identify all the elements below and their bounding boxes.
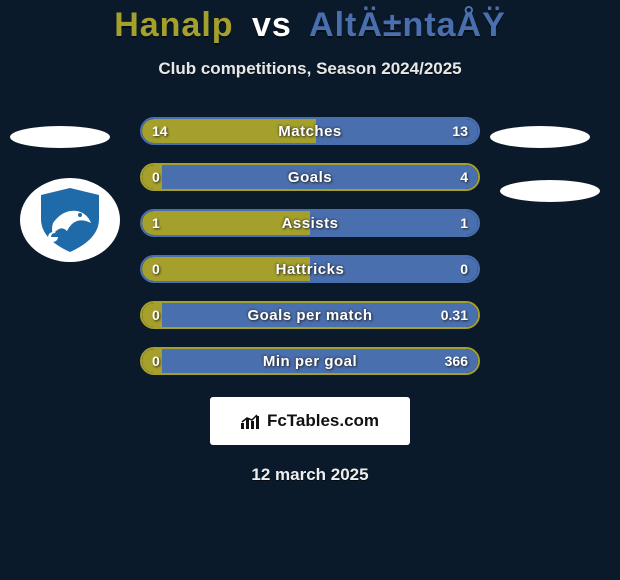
subtitle: Club competitions, Season 2024/2025 (158, 59, 461, 79)
team-logo-svg (33, 185, 107, 255)
stat-label: Hattricks (142, 257, 478, 281)
player2-name: AltÄ±ntaÅŸ (309, 6, 506, 44)
stat-value-left: 0 (152, 349, 160, 373)
stat-row: Matches14 13 (140, 117, 480, 145)
team-logo (20, 178, 120, 262)
stat-row: Min per goal0 366 (140, 347, 480, 375)
stat-value-left: 0 (152, 257, 160, 281)
date-label: 12 march 2025 (251, 465, 368, 485)
stat-row: Goals per match0 0.31 (140, 301, 480, 329)
page-title: Hanalp vs AltÄ±ntaÅŸ (114, 6, 506, 45)
right-avatar-placeholder-2 (500, 180, 600, 202)
stat-value-right: 0.31 (441, 303, 468, 327)
stat-row: Hattricks0 0 (140, 255, 480, 283)
stat-value-left: 14 (152, 119, 168, 143)
stat-label: Matches (142, 119, 478, 143)
right-avatar-placeholder (490, 126, 590, 148)
stat-value-right: 366 (445, 349, 468, 373)
stat-value-right: 0 (460, 257, 468, 281)
left-avatar-placeholder (10, 126, 110, 148)
stat-value-left: 0 (152, 165, 160, 189)
stat-bars: Matches1413Goals04Assists11Hattricks00Go… (140, 117, 480, 375)
stat-label: Assists (142, 211, 478, 235)
stat-label: Goals per match (142, 303, 478, 327)
attribution-text: FcTables.com (267, 411, 379, 431)
chart-icon (241, 413, 261, 429)
player1-name: Hanalp (114, 6, 233, 44)
stat-label: Min per goal (142, 349, 478, 373)
stat-row: Assists1 1 (140, 209, 480, 237)
stat-label: Goals (142, 165, 478, 189)
comparison-card: Hanalp vs AltÄ±ntaÅŸ Club competitions, … (0, 0, 620, 580)
stat-value-left: 1 (152, 211, 160, 235)
stat-value-right: 4 (460, 165, 468, 189)
stat-value-right: 13 (452, 119, 468, 143)
stat-row: Goals0 4 (140, 163, 480, 191)
stat-value-right: 1 (460, 211, 468, 235)
stat-value-left: 0 (152, 303, 160, 327)
attribution-badge: FcTables.com (210, 397, 410, 445)
vs-label: vs (252, 6, 292, 44)
